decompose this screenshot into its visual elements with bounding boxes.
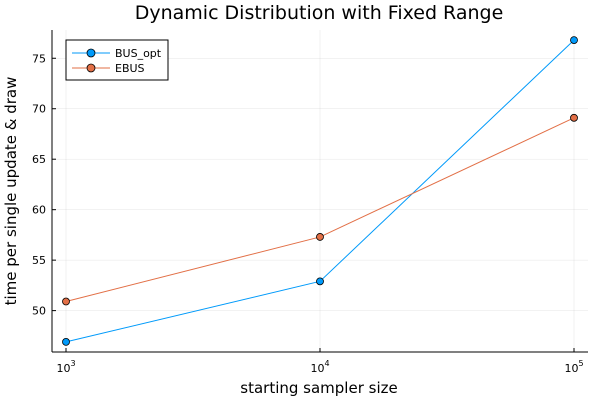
x-axis-label: starting sampler size	[240, 379, 397, 397]
chart-title: Dynamic Distribution with Fixed Range	[135, 2, 504, 24]
x-tick-exponent-1: 4	[324, 359, 329, 368]
y-tick-label-2: 60	[32, 204, 46, 217]
point-BUS_opt-0	[62, 338, 70, 346]
legend: BUS_opt EBUS	[65, 39, 169, 81]
x-tick-label-0: 103	[56, 359, 75, 375]
point-EBUS-1	[316, 233, 324, 241]
y-tick-label-1: 55	[32, 254, 46, 267]
y-axis-label: time per single update & draw	[2, 77, 20, 306]
y-tick-label-0: 50	[32, 305, 46, 318]
grid	[52, 30, 588, 352]
legend-marker-EBUS	[86, 63, 96, 73]
x-tick-base-1: 10	[310, 362, 324, 375]
y-tick-label-5: 75	[32, 52, 46, 65]
point-EBUS-2	[570, 113, 578, 122]
legend-box	[65, 39, 169, 81]
y-tick-label-3: 65	[32, 153, 46, 166]
legend-label-EBUS: EBUS	[115, 62, 145, 75]
legend-label-BUS_opt: BUS_opt	[115, 47, 162, 60]
x-tick-exponent-0: 3	[70, 359, 75, 368]
series-layer	[62, 36, 578, 346]
x-tick-labels: 103 104 105	[56, 359, 583, 375]
point-BUS_opt-2	[570, 36, 578, 44]
y-tick-labels: 50 55 60 65 70 75	[32, 52, 46, 317]
x-tick-label-2: 105	[564, 359, 583, 375]
legend-marker-BUS_opt	[86, 48, 96, 58]
x-tick-exponent-2: 5	[578, 359, 583, 368]
x-tick-base-0: 10	[56, 362, 70, 375]
y-tick-label-4: 70	[32, 103, 46, 116]
point-BUS_opt-1	[316, 277, 324, 286]
x-tick-label-1: 104	[310, 359, 329, 375]
axes	[51, 30, 588, 353]
x-tick-base-2: 10	[564, 362, 578, 375]
point-EBUS-0	[62, 297, 70, 306]
